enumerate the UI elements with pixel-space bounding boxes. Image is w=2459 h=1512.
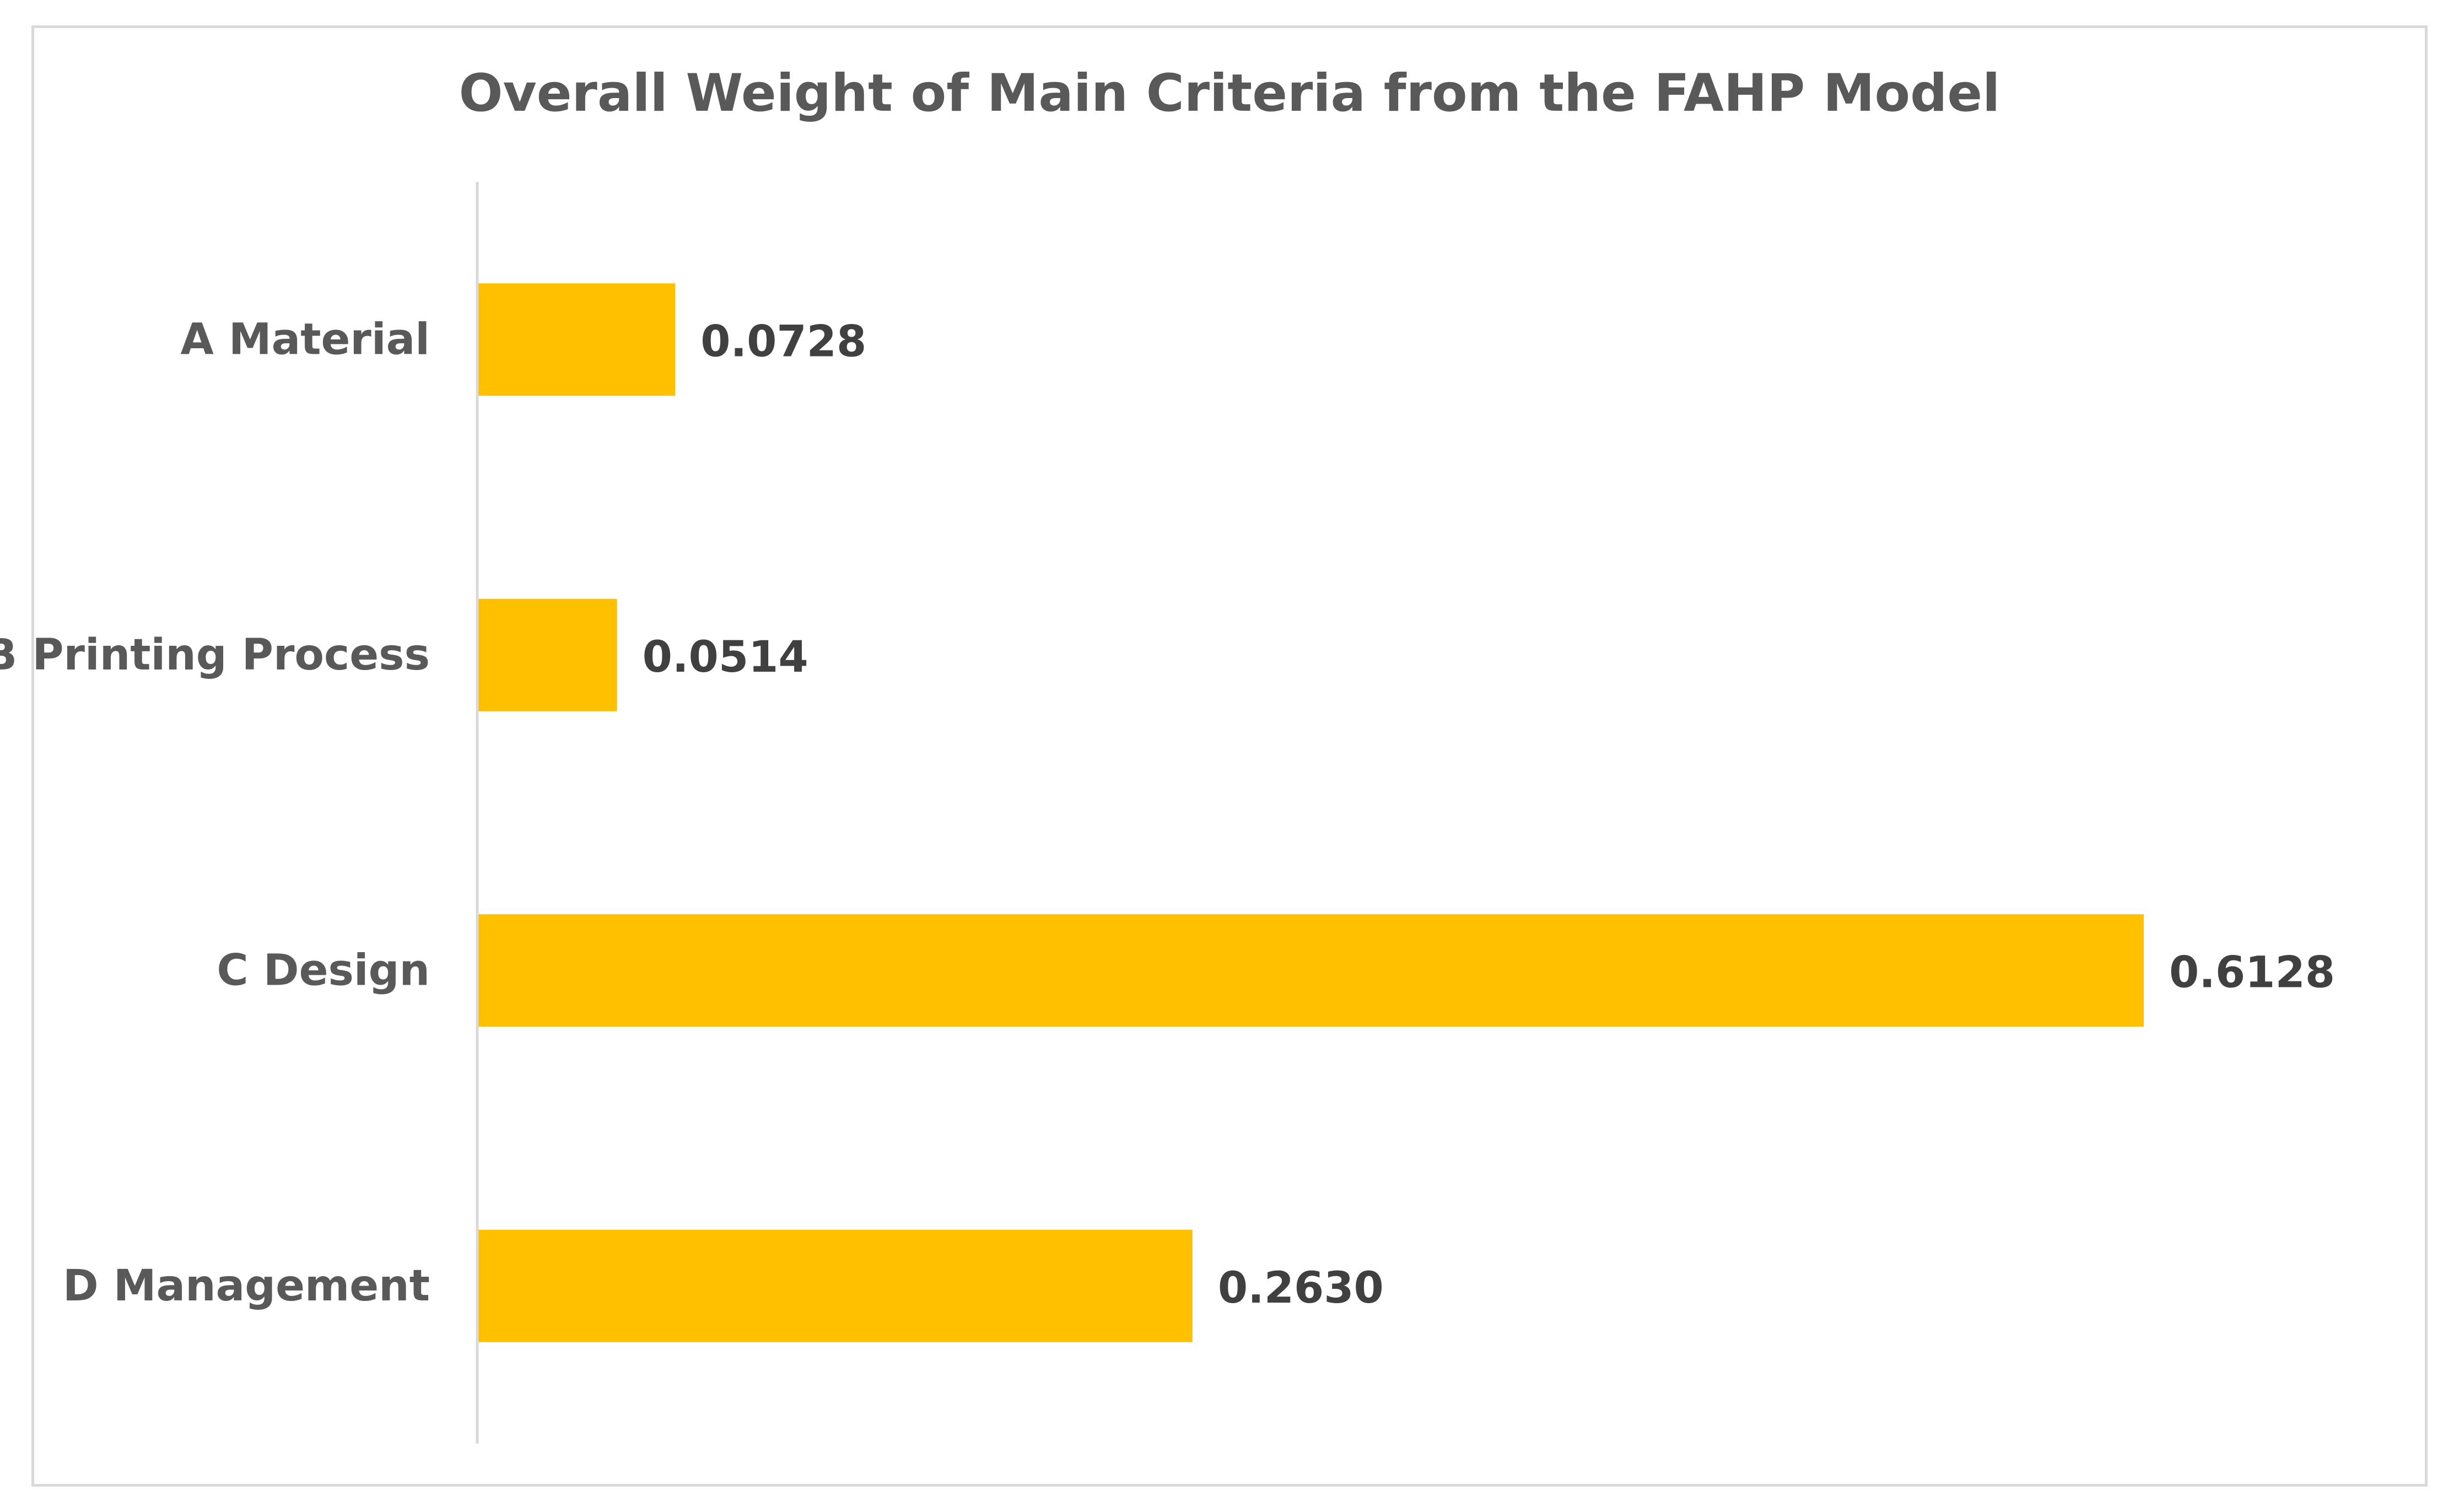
category-label: B Printing Process bbox=[0, 630, 430, 680]
bar-a-material bbox=[477, 283, 676, 396]
chart-frame bbox=[31, 25, 2428, 1487]
data-label: 0.6128 bbox=[2169, 948, 2335, 997]
data-label: 0.0728 bbox=[700, 317, 866, 366]
chart-title: Overall Weight of Main Criteria from the… bbox=[459, 63, 2000, 123]
category-label: A Material bbox=[180, 315, 430, 364]
data-label: 0.2630 bbox=[1218, 1263, 1384, 1313]
category-label: C Design bbox=[217, 946, 430, 995]
bar-c-design bbox=[477, 914, 2144, 1027]
category-label: D Management bbox=[63, 1261, 430, 1311]
bar-b-printing-process bbox=[477, 598, 617, 711]
data-label: 0.0514 bbox=[643, 633, 808, 682]
bar-d-management bbox=[477, 1229, 1193, 1342]
